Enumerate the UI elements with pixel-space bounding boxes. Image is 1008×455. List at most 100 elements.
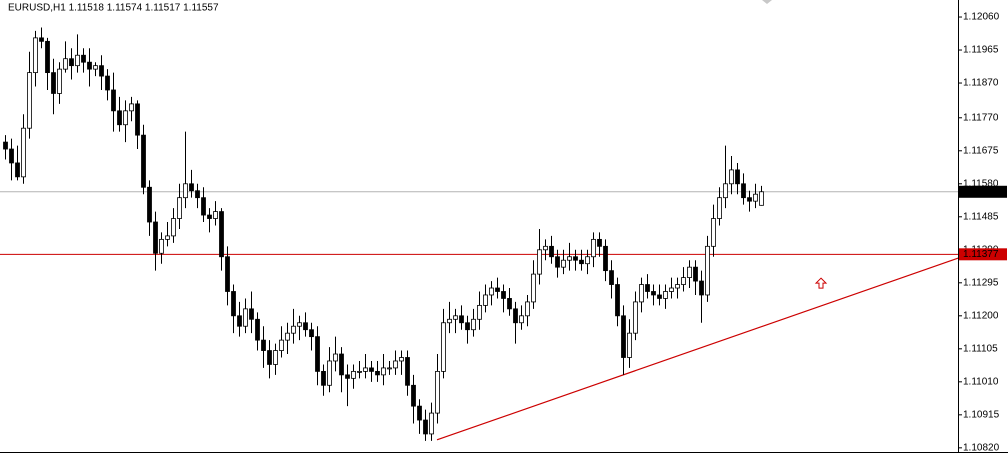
candle-body xyxy=(387,367,392,370)
candle-body xyxy=(543,245,548,251)
candle-body xyxy=(729,169,734,185)
candle-body xyxy=(549,245,554,258)
candle-body xyxy=(255,318,260,341)
candle-body xyxy=(375,370,380,376)
candle-body xyxy=(675,284,680,289)
candle-body xyxy=(69,58,74,67)
y-tick-label: 1.11105 xyxy=(963,343,998,354)
candle-body xyxy=(171,218,176,237)
candle-body xyxy=(531,273,536,303)
candle-body xyxy=(27,72,32,129)
y-tick-label: 1.11675 xyxy=(963,145,999,156)
candle-body xyxy=(297,322,302,327)
plot-area xyxy=(0,27,960,441)
candle-body xyxy=(567,256,572,261)
candle-body xyxy=(393,360,398,369)
y-tick-label: 1.11010 xyxy=(963,376,999,387)
chart-title: EURUSD,H1 1.11518 1.11574 1.11517 1.1155… xyxy=(8,3,219,14)
candle-body xyxy=(579,259,584,265)
candle-body xyxy=(3,141,8,150)
candle-body xyxy=(441,322,446,372)
candle-body xyxy=(741,183,746,199)
candle-body xyxy=(123,110,128,126)
candle-body xyxy=(57,68,62,94)
candle-body xyxy=(417,405,422,421)
candle-body xyxy=(357,370,362,373)
candle-body xyxy=(291,325,296,334)
candle-body xyxy=(15,162,20,178)
candle-body xyxy=(327,360,332,386)
trendline xyxy=(436,257,960,441)
candle-body xyxy=(435,370,440,414)
candle-body xyxy=(663,291,668,299)
candle-body xyxy=(249,308,254,320)
candle-body xyxy=(111,89,116,112)
candle-body xyxy=(63,58,68,70)
candle-body xyxy=(651,291,656,296)
candle-body xyxy=(447,318,452,324)
candle-body xyxy=(555,256,560,268)
candle-body xyxy=(465,322,470,331)
candle-body xyxy=(717,197,722,219)
candle-body xyxy=(117,110,122,126)
candle-body xyxy=(423,419,428,435)
candle-body xyxy=(45,40,50,74)
candle-body xyxy=(627,332,632,358)
candle-body xyxy=(237,315,242,327)
candle-body xyxy=(345,374,350,379)
candle-body xyxy=(135,103,140,136)
candle-body xyxy=(363,367,368,372)
candle-body xyxy=(231,291,236,317)
candle-body xyxy=(279,339,284,351)
candle-body xyxy=(429,412,434,435)
candle-body xyxy=(315,336,320,372)
candle-body xyxy=(339,353,344,376)
candle-body xyxy=(369,367,374,372)
candle-body xyxy=(51,72,56,94)
candle-body xyxy=(21,127,26,178)
candle-body xyxy=(225,256,230,292)
y-tick-label: 1.12060 xyxy=(963,12,1000,23)
candle-body xyxy=(243,308,248,327)
candle-body xyxy=(219,211,224,258)
candle-body xyxy=(153,221,158,254)
candle-body xyxy=(735,169,740,185)
candle-body xyxy=(573,256,578,261)
candle-body xyxy=(585,256,590,265)
candle-body xyxy=(561,259,566,268)
level-price-box xyxy=(959,248,1007,261)
candle-body xyxy=(705,245,710,296)
candle-body xyxy=(759,191,764,206)
candle-body xyxy=(309,329,314,338)
candle-body xyxy=(93,65,98,70)
candle-body xyxy=(105,75,110,91)
candle-body xyxy=(159,238,164,254)
candle-body xyxy=(9,148,14,164)
candle-body xyxy=(609,270,614,285)
candle-body xyxy=(519,315,524,324)
candle-body xyxy=(81,54,86,63)
candle-body xyxy=(687,266,692,278)
candle-body xyxy=(471,318,476,331)
candle-body xyxy=(381,367,386,376)
candle-body xyxy=(477,304,482,320)
candle-body xyxy=(591,238,596,258)
candle-body xyxy=(207,214,212,219)
y-tick-label: 1.11200 xyxy=(963,310,999,321)
bid-price-label: 1.11557 xyxy=(963,186,999,197)
candle-body xyxy=(39,37,44,42)
candle-body xyxy=(723,183,728,199)
y-tick-label: 1.11580 xyxy=(963,178,999,189)
candle-body xyxy=(525,301,530,317)
scroll-marker xyxy=(762,0,772,4)
y-tick-label: 1.11870 xyxy=(963,78,999,89)
candle-body xyxy=(201,197,206,216)
candle-body xyxy=(189,183,194,192)
candle-body xyxy=(141,134,146,188)
candle-body xyxy=(129,103,134,112)
candle-body xyxy=(621,315,626,358)
candle-body xyxy=(33,37,38,74)
candle-body xyxy=(681,277,686,285)
y-tick-label: 1.11965 xyxy=(963,45,999,56)
